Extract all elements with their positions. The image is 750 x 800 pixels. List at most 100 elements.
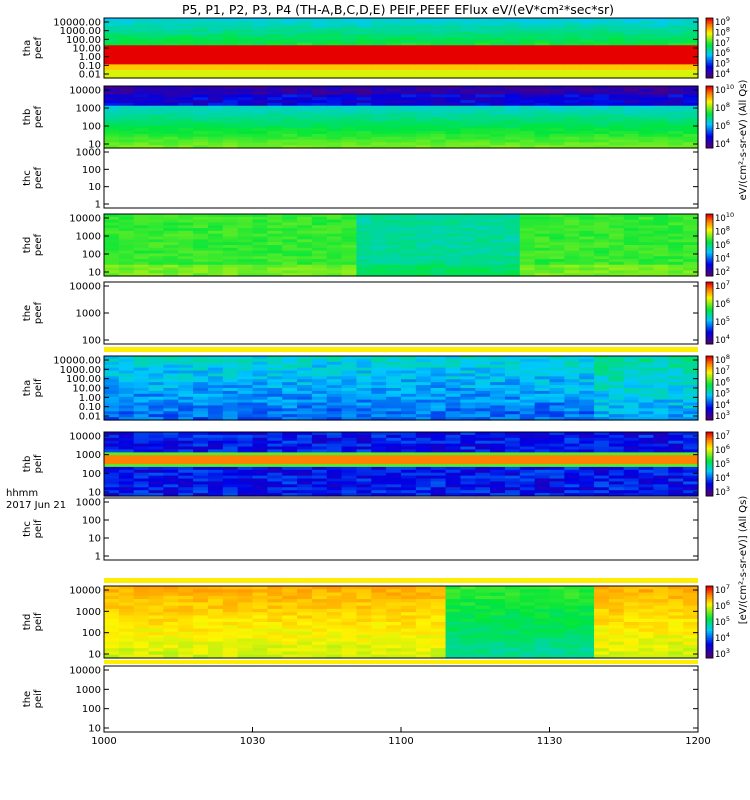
spectrogram-cell xyxy=(549,358,565,363)
spectrogram-cell xyxy=(326,31,343,35)
spectrogram-cell xyxy=(668,432,684,436)
spectrogram-cell xyxy=(163,373,179,377)
colorbar-segment xyxy=(706,292,713,295)
spectrogram-cell xyxy=(311,261,328,266)
spectrogram-cell xyxy=(401,142,417,146)
panel-label: thb xyxy=(22,109,33,126)
spectrogram-cell xyxy=(549,91,565,96)
colorbar-segment xyxy=(706,460,713,463)
spectrogram-cell xyxy=(445,48,461,52)
spectrogram-cell xyxy=(118,625,135,630)
spectrogram-cell xyxy=(178,376,194,380)
spectrogram-cell xyxy=(118,651,135,656)
spectrogram-cell xyxy=(252,449,268,453)
spectrogram-cell xyxy=(623,125,640,129)
spectrogram-cell xyxy=(401,253,417,257)
spectrogram-cell xyxy=(267,472,283,477)
spectrogram-cell xyxy=(237,449,254,453)
spectrogram-cell xyxy=(519,364,536,369)
spectrogram-cell xyxy=(326,117,343,121)
spectrogram-cell xyxy=(594,273,610,277)
spectrogram-cell xyxy=(148,28,164,33)
spectrogram-cell xyxy=(564,458,580,462)
spectrogram-cell xyxy=(356,28,372,33)
spectrogram-cell xyxy=(297,478,313,483)
spectrogram-cell xyxy=(401,390,417,395)
spectrogram-cell xyxy=(356,26,372,30)
spectrogram-cell xyxy=(608,402,625,407)
spectrogram-cell xyxy=(415,432,432,436)
spectrogram-cell xyxy=(504,75,521,79)
spectrogram-cell xyxy=(311,411,328,415)
spectrogram-cell xyxy=(326,449,343,453)
spectrogram-cell xyxy=(178,28,194,33)
spectrogram-cell xyxy=(326,440,343,445)
colorbar-segment xyxy=(706,25,713,28)
spectrogram-cell xyxy=(118,481,135,485)
colorbar-segment xyxy=(706,45,713,47)
spectrogram-cell xyxy=(104,440,120,445)
spectrogram-cell xyxy=(504,233,521,238)
spectrogram-cell xyxy=(608,469,625,474)
spectrogram-cell xyxy=(237,61,254,65)
spectrogram-cell xyxy=(475,461,491,465)
spectrogram-cell xyxy=(178,86,194,90)
spectrogram-cell xyxy=(401,219,417,224)
spectrogram-cell xyxy=(341,443,358,448)
spectrogram-cell xyxy=(267,228,283,232)
spectrogram-cell xyxy=(237,242,254,246)
spectrogram-cell xyxy=(311,484,328,488)
colorbar-segment xyxy=(706,48,713,50)
spectrogram-cell xyxy=(564,42,580,46)
spectrogram-cell xyxy=(104,358,120,363)
spectrogram-cell xyxy=(148,379,164,383)
spectrogram-cell xyxy=(252,443,268,448)
colorbar-segment xyxy=(706,288,713,291)
spectrogram-cell xyxy=(252,408,268,412)
spectrogram-cell xyxy=(371,230,387,235)
spectrogram-cell xyxy=(237,250,254,255)
spectrogram-cell xyxy=(207,449,224,453)
spectrogram-cell xyxy=(178,23,194,27)
spectrogram-cell xyxy=(118,396,135,401)
spectrogram-cell xyxy=(178,75,194,79)
spectrogram-cell xyxy=(668,437,684,442)
spectrogram-cell xyxy=(326,253,343,257)
spectrogram-cell xyxy=(193,119,209,124)
spectrogram-cell xyxy=(460,236,476,240)
spectrogram-cell xyxy=(252,440,268,445)
spectrogram-cell xyxy=(401,267,417,271)
spectrogram-cell xyxy=(371,72,387,76)
panel-tha-peif: 10000.001000.00100.0010.001.000.100.01th… xyxy=(22,353,730,423)
spectrogram-cell xyxy=(386,393,402,398)
spectrogram-cell xyxy=(193,455,209,459)
spectrogram-cell xyxy=(133,364,150,369)
spectrogram-cell xyxy=(371,119,387,124)
spectrogram-cell xyxy=(564,100,580,104)
spectrogram-cell xyxy=(475,145,491,149)
spectrogram-cell xyxy=(504,114,521,118)
spectrogram-cell xyxy=(460,478,476,483)
spectrogram-cell xyxy=(178,108,194,112)
spectrogram-cell xyxy=(207,45,224,49)
spectrogram-cell xyxy=(341,417,358,421)
spectrogram-cell xyxy=(415,411,432,415)
spectrogram-cell xyxy=(371,247,387,252)
spectrogram-cell xyxy=(549,34,565,38)
spectrogram-cell xyxy=(178,393,194,398)
spectrogram-cell xyxy=(534,48,551,52)
colorbar-segment xyxy=(706,115,713,118)
spectrogram-cell xyxy=(653,61,669,65)
spectrogram-cell xyxy=(519,239,536,243)
spectrogram-cell xyxy=(267,432,283,436)
spectrogram-cell xyxy=(326,393,343,398)
spectrogram-cell xyxy=(564,452,580,456)
spectrogram-cell xyxy=(163,125,179,129)
spectrogram-cell xyxy=(638,128,655,132)
spectrogram-cell xyxy=(118,247,135,252)
spectrogram-cell xyxy=(460,58,476,63)
spectrogram-cell xyxy=(193,31,209,35)
spectrogram-cell xyxy=(564,469,580,474)
spectrogram-cell xyxy=(445,142,461,146)
spectrogram-cell xyxy=(668,458,684,462)
